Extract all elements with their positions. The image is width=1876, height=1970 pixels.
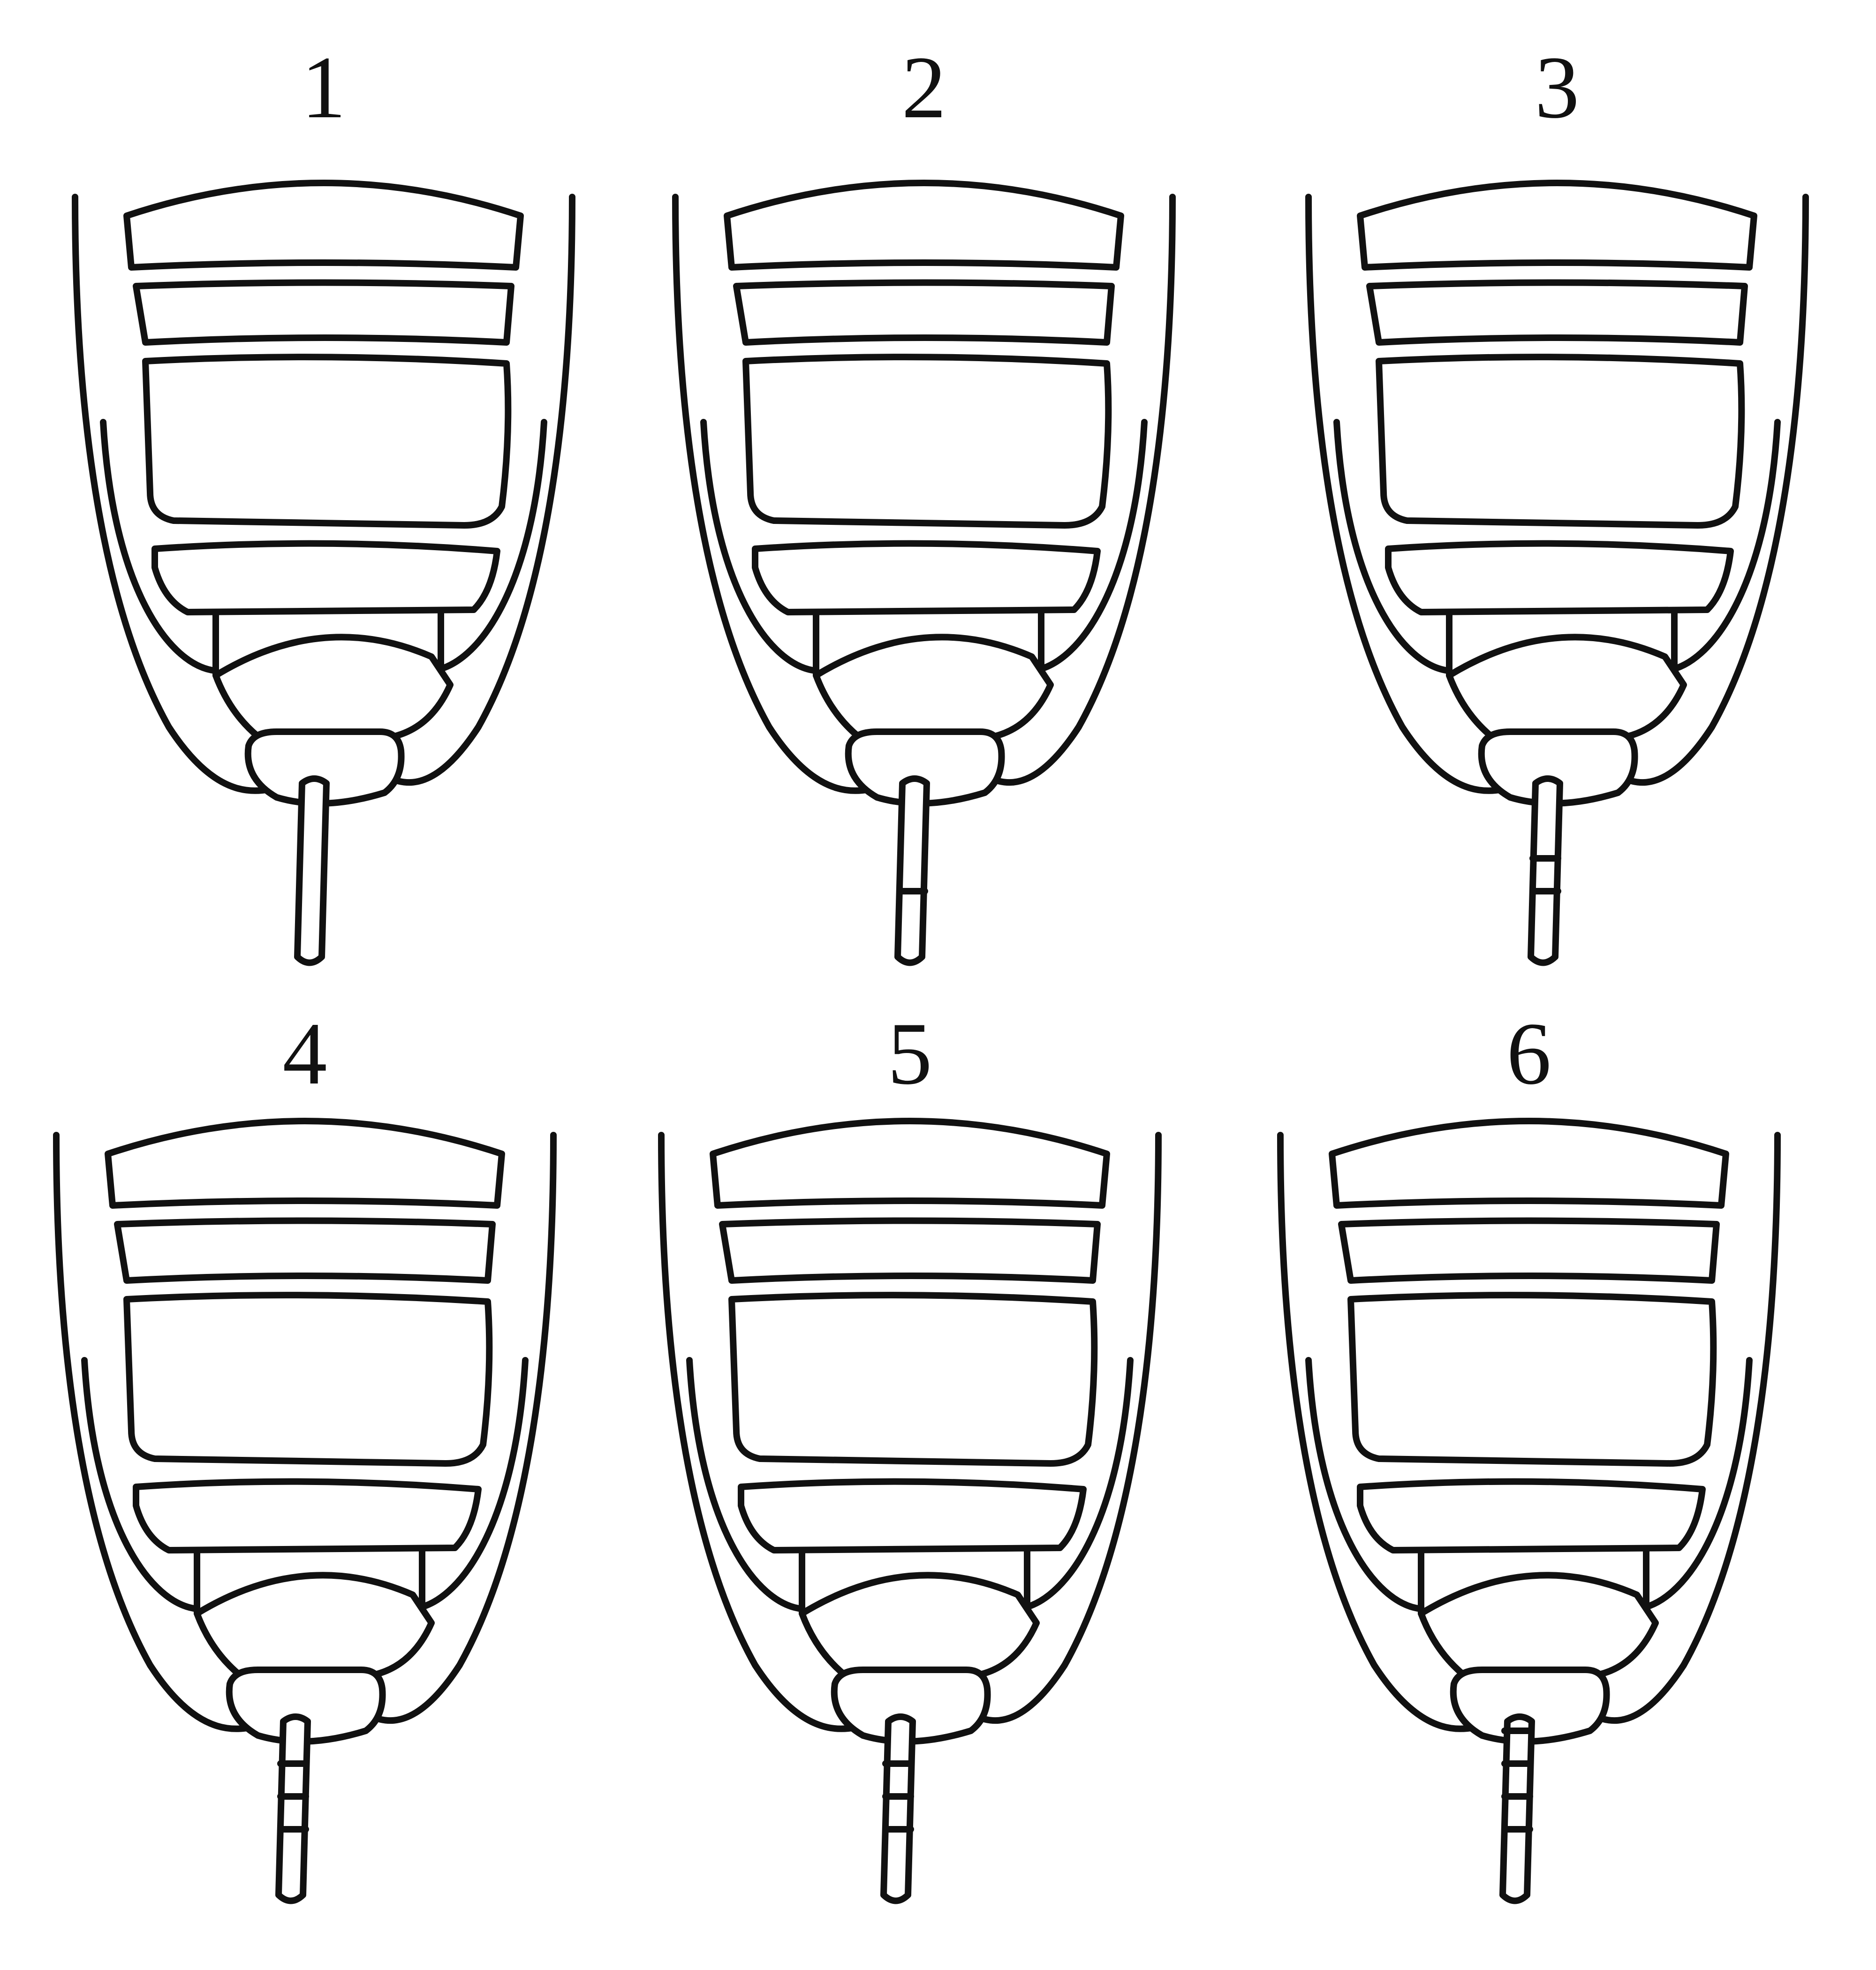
panel-4: 4 (53, 1005, 557, 1904)
abdomen-drawing-3 (1305, 180, 1809, 966)
segment-plate-3 (1376, 354, 1745, 529)
segment-plate-6 (226, 1667, 386, 1745)
segment-plate-3 (742, 354, 1112, 529)
segment-plate-3 (123, 1292, 493, 1467)
segment-plate-2 (1366, 279, 1748, 346)
panel-6: 6 (1277, 1005, 1781, 1904)
panel-1: 1 (72, 38, 575, 966)
panel-3: 3 (1305, 38, 1809, 966)
abdomen-drawing-2 (672, 180, 1176, 966)
segment-plate-4 (752, 540, 1101, 615)
segment-plate-6 (244, 728, 405, 807)
cercus (275, 1713, 311, 1904)
segment-plate-2 (1338, 1217, 1720, 1284)
segment-plate-6 (1478, 728, 1638, 807)
segment-plate-1 (1329, 1118, 1729, 1209)
segment-plate-2 (733, 279, 1115, 346)
abdomen-drawing-4 (53, 1118, 557, 1904)
cercus (880, 1713, 916, 1904)
segment-plate-3 (142, 354, 512, 529)
segment-plate-1 (123, 180, 524, 271)
cercus (894, 775, 930, 966)
segment-plate-4 (1385, 540, 1734, 615)
segment-plate-5 (194, 1572, 435, 1678)
abdomen-drawing-1 (72, 180, 575, 966)
panel-label-4: 4 (283, 1005, 327, 1103)
cercus (294, 775, 330, 966)
segment-plate-4 (133, 1478, 482, 1553)
cercus (1499, 1713, 1535, 1904)
segment-plate-1 (710, 1118, 1110, 1209)
body-inner-contour (1333, 419, 1781, 674)
panel-label-1: 1 (302, 38, 346, 137)
segment-plate-6 (845, 728, 1005, 807)
segment-plate-3 (728, 1292, 1098, 1467)
body-inner-contour (81, 1357, 529, 1612)
segment-plate-4 (1357, 1478, 1706, 1553)
segment-plate-1 (724, 180, 1124, 271)
panel-label-2: 2 (902, 38, 946, 137)
body-inner-contour (100, 419, 547, 674)
body-inner-contour (700, 419, 1148, 674)
segment-plate-1 (105, 1118, 505, 1209)
cercus (1528, 775, 1563, 966)
panel-2: 2 (672, 38, 1176, 966)
segment-plate-2 (719, 1217, 1101, 1284)
segment-plate-6 (831, 1667, 991, 1745)
segment-plate-3 (1347, 1292, 1717, 1467)
body-inner-contour (686, 1357, 1134, 1612)
segment-plate-5 (799, 1572, 1040, 1678)
panel-label-3: 3 (1535, 38, 1580, 137)
abdomen-drawing-5 (658, 1118, 1162, 1904)
segment-plate-5 (1446, 634, 1687, 740)
body-inner-contour (1305, 1357, 1753, 1612)
segment-plate-5 (1418, 1572, 1659, 1678)
segment-plate-2 (114, 1217, 496, 1284)
panel-label-5: 5 (888, 1005, 932, 1103)
abdomen-drawing-6 (1277, 1118, 1781, 1904)
panel-5: 5 (658, 1005, 1162, 1904)
segment-plate-6 (1450, 1667, 1610, 1745)
segment-plate-1 (1357, 180, 1757, 271)
segment-plate-5 (813, 634, 1054, 740)
segment-plate-4 (738, 1478, 1087, 1553)
segment-plate-5 (212, 634, 454, 740)
segment-plate-2 (133, 279, 514, 346)
segment-plate-4 (151, 540, 500, 615)
panel-label-6: 6 (1507, 1005, 1551, 1103)
